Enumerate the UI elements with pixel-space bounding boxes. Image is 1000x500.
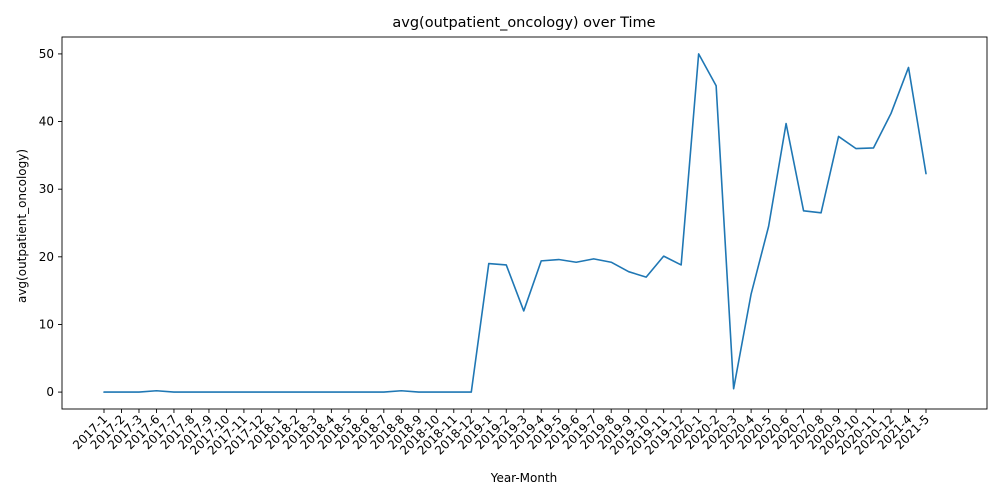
axes-frame	[61, 36, 988, 410]
y-tick-label: 30	[39, 182, 54, 196]
y-tick-label: 20	[39, 250, 54, 264]
x-axis-label: Year-Month	[490, 471, 558, 485]
y-tick-label: 50	[39, 47, 54, 61]
y-tick-label: 0	[46, 385, 54, 399]
y-tick-label: 10	[39, 317, 54, 331]
y-tick-label: 40	[39, 115, 54, 129]
y-axis: 0 10 20 30 40 50	[39, 47, 62, 399]
series-line-0	[103, 53, 927, 393]
chart-title: avg(outpatient_oncology) over Time	[392, 15, 655, 31]
x-axis: 2017-12017-22017-32017-62017-72017-82017…	[70, 409, 932, 458]
plot-area	[61, 36, 988, 410]
y-axis-label: avg(outpatient_oncology)	[15, 149, 29, 303]
